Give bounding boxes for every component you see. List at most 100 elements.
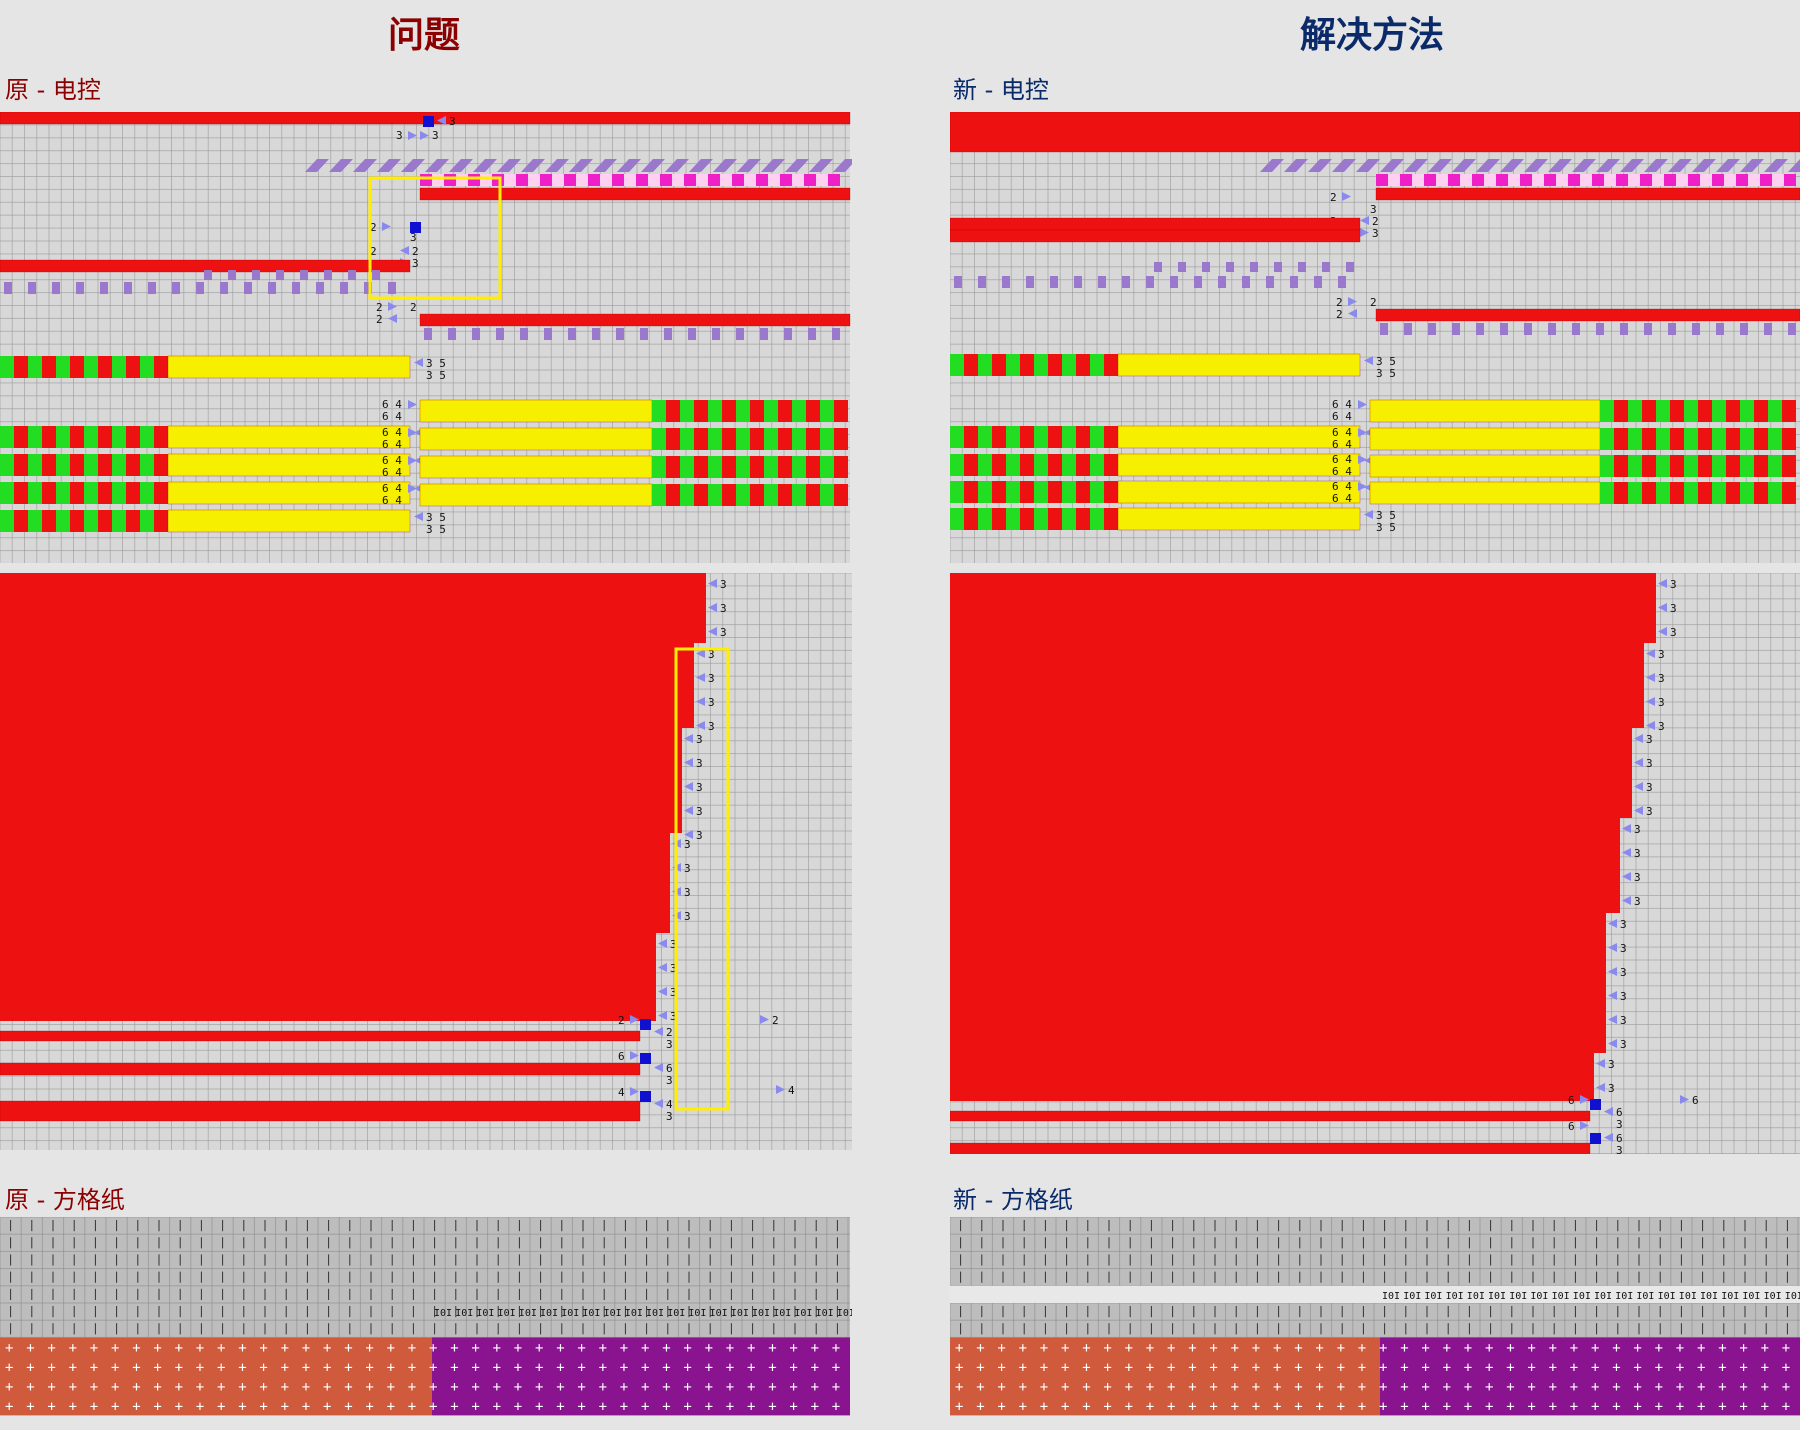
green-red-stitch [964, 354, 978, 376]
green-red-stitch [1782, 455, 1796, 477]
plus-stitch-icon: + [1697, 1399, 1705, 1415]
plus-stitch-icon: + [1103, 1379, 1111, 1395]
triangle-marker-icon [1646, 649, 1655, 658]
purple-bar-stitch [1716, 323, 1724, 335]
green-red-stitch [1712, 400, 1726, 422]
plus-stitch-icon: + [577, 1379, 585, 1395]
green-red-stitch [56, 454, 70, 476]
green-red-stitch [84, 356, 98, 378]
plus-stitch-icon: + [1125, 1379, 1133, 1395]
magenta-stitch [1628, 174, 1640, 186]
stitch-count-label: 6 [1692, 1094, 1699, 1107]
purple-diagonal-stitch [761, 159, 785, 172]
purple-bar-stitch [1620, 323, 1628, 335]
magenta-stitch [552, 174, 564, 186]
stitch-count-label: 6 [1568, 1094, 1575, 1107]
green-red-stitch [992, 481, 1006, 503]
plus-stitch-icon: + [789, 1379, 797, 1395]
stitch-count-label: 3 [696, 781, 703, 794]
green-red-stitch [750, 428, 764, 450]
yellow-stitch-band [1369, 454, 1601, 478]
triangle-marker-icon [684, 782, 693, 791]
purple-bar-stitch [364, 282, 372, 294]
green-red-stitch [14, 510, 28, 532]
red-stitch-band [950, 112, 1800, 153]
purple-bar-stitch [228, 270, 236, 280]
green-red-stitch [1614, 428, 1628, 450]
plus-stitch-icon: + [1273, 1399, 1281, 1415]
triangle-marker-icon [1360, 216, 1369, 225]
red-stitch-block [950, 728, 1632, 818]
plus-stitch-icon: + [1337, 1399, 1345, 1415]
purple-bar-stitch [1298, 262, 1306, 272]
red-stitch-band [0, 1062, 641, 1076]
stitch-count-label: 6 4 [382, 482, 402, 495]
plus-stitch-icon: + [747, 1360, 755, 1376]
purple-bar-stitch [52, 282, 60, 294]
purple-diagonal-stitch [1332, 159, 1356, 172]
purple-bar-stitch [1428, 323, 1436, 335]
plus-stitch-icon: + [1125, 1399, 1133, 1415]
plus-stitch-icon: + [387, 1399, 395, 1415]
green-red-stitch [1076, 354, 1090, 376]
green-red-stitch [126, 510, 140, 532]
stitch-count-label: 6 [1616, 1132, 1623, 1145]
purple-bar-stitch [496, 328, 504, 340]
plus-stitch-icon: + [217, 1399, 225, 1415]
green-red-stitch [1104, 454, 1118, 476]
magenta-stitch [1724, 174, 1736, 186]
yellow-stitch-band [167, 481, 411, 505]
green-red-stitch [56, 426, 70, 448]
purple-bar-stitch [1026, 276, 1034, 288]
yellow-stitch-band [1369, 481, 1601, 505]
plus-stitch-icon: + [1739, 1379, 1747, 1395]
plus-stitch-icon: + [535, 1399, 543, 1415]
green-red-stitch [978, 354, 992, 376]
plus-stitch-icon: + [1188, 1360, 1196, 1376]
triangle-marker-icon [684, 758, 693, 767]
plus-stitch-icon: + [997, 1379, 1005, 1395]
triangle-marker-icon [1608, 967, 1617, 976]
bar-stitch-icon: I0I [1721, 1291, 1739, 1302]
purple-bar-stitch [664, 328, 672, 340]
green-red-stitch [1006, 454, 1020, 476]
green-red-stitch [1754, 455, 1768, 477]
plus-stitch-icon: + [789, 1340, 797, 1356]
red-stitch-block [0, 933, 656, 1021]
stitch-count-label: 3 [720, 626, 727, 639]
stitch-count-label: 3 [1670, 602, 1677, 615]
bar-stitch-icon: I0I [837, 1308, 852, 1319]
stitch-count-label: 3 [670, 986, 677, 999]
green-red-stitch [1600, 428, 1614, 450]
plus-stitch-icon: + [1739, 1360, 1747, 1376]
plus-stitch-icon: + [1612, 1379, 1620, 1395]
plus-stitch-icon: + [620, 1340, 628, 1356]
purple-bar-stitch [544, 328, 552, 340]
bar-stitch-icon: I0I [498, 1308, 516, 1319]
plus-stitch-icon: + [344, 1399, 352, 1415]
plus-stitch-icon: + [1421, 1399, 1429, 1415]
plus-stitch-icon: + [90, 1379, 98, 1395]
green-red-stitch [1656, 400, 1670, 422]
green-red-stitch [1698, 482, 1712, 504]
plus-stitch-icon: + [1676, 1379, 1684, 1395]
triangle-marker-icon [1622, 848, 1631, 857]
green-red-stitch [736, 484, 750, 506]
magenta-stitch [1508, 174, 1520, 186]
stitch-count-label: 3 [720, 578, 727, 591]
plus-stitch-icon: + [1761, 1379, 1769, 1395]
green-red-stitch [1698, 455, 1712, 477]
green-red-stitch [652, 428, 666, 450]
purple-diagonal-stitch [521, 159, 545, 172]
magenta-stitch [1700, 174, 1712, 186]
plus-stitch-icon: + [683, 1399, 691, 1415]
triangle-marker-icon [1364, 356, 1373, 365]
green-red-stitch [764, 484, 778, 506]
bar-stitch-icon: I0I [540, 1308, 558, 1319]
green-red-stitch [70, 454, 84, 476]
plus-stitch-icon: + [1739, 1340, 1747, 1356]
plus-stitch-icon: + [1464, 1399, 1472, 1415]
magenta-stitch [780, 174, 792, 186]
triangle-marker-icon [1358, 482, 1367, 491]
purple-bar-stitch [640, 328, 648, 340]
